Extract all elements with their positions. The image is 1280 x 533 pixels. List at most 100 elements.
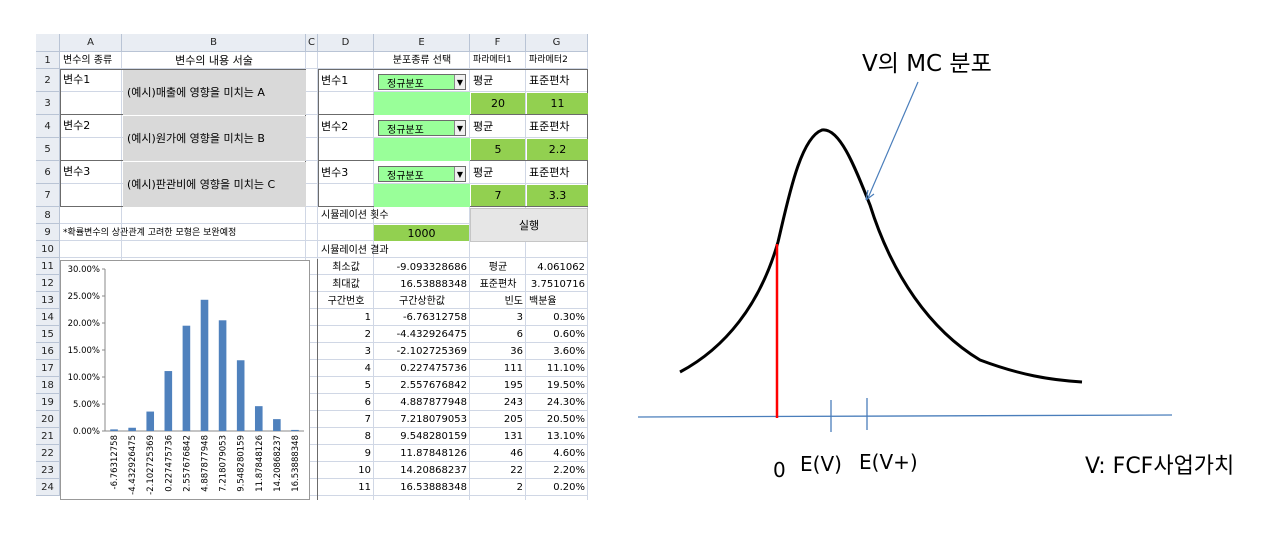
row-header-7[interactable]: 7 — [36, 184, 60, 207]
cell-b1[interactable]: 변수의 내용 서술 — [175, 54, 253, 67]
row-header-20[interactable]: 20 — [36, 411, 60, 428]
row-header-16[interactable]: 16 — [36, 343, 60, 360]
table-cell[interactable]: -2.102725369 — [396, 345, 467, 357]
stat-min-value[interactable]: -9.093328686 — [396, 261, 467, 273]
dropdown-arrow-icon[interactable]: ▼ — [454, 121, 465, 135]
table-cell[interactable]: 243 — [503, 396, 523, 408]
dropdown-arrow-icon[interactable]: ▼ — [454, 167, 465, 181]
row-header-23[interactable]: 23 — [36, 462, 60, 479]
table-cell[interactable]: 46 — [510, 447, 523, 459]
table-cell[interactable]: -6.76312758 — [402, 311, 467, 323]
dropdown-arrow-icon[interactable]: ▼ — [454, 75, 465, 89]
table-cell[interactable]: 9.548280159 — [400, 430, 467, 442]
stat-mean-value[interactable]: 4.061062 — [537, 261, 585, 273]
cell-e7[interactable] — [374, 184, 470, 207]
table-cell[interactable]: 3 — [516, 311, 523, 323]
row-header-11[interactable]: 11 — [36, 258, 60, 275]
cell-g3[interactable]: 11 — [527, 93, 588, 114]
row-header-3[interactable]: 3 — [36, 92, 60, 115]
stat-sd-label[interactable]: 표준편차 — [479, 278, 517, 290]
table-cell[interactable]: 2.20% — [553, 464, 585, 476]
cell-g4[interactable]: 표준편차 — [529, 119, 570, 133]
col-header-f[interactable]: F — [470, 34, 526, 52]
row-header-9[interactable]: 9 — [36, 224, 60, 241]
row-header-22[interactable]: 22 — [36, 445, 60, 462]
row-header-12[interactable]: 12 — [36, 275, 60, 292]
distribution-dropdown-2[interactable]: 정규분포 ▼ — [378, 120, 466, 136]
table-cell[interactable]: 205 — [503, 413, 523, 425]
col-header-b[interactable]: B — [122, 34, 306, 52]
cell-e1[interactable]: 분포종류 선택 — [392, 54, 452, 66]
histogram-bar[interactable] — [218, 320, 227, 431]
cell-a2[interactable]: 변수1 — [63, 73, 91, 86]
cell-g7[interactable]: 3.3 — [527, 185, 588, 206]
histogram-bar[interactable] — [146, 411, 155, 431]
cell-e5[interactable] — [374, 138, 470, 161]
table-cell[interactable]: 4.887877948 — [400, 396, 467, 408]
row-header-10[interactable]: 10 — [36, 241, 60, 258]
cell-f2[interactable]: 평균 — [473, 73, 494, 87]
cell-d4[interactable]: 변수2 — [321, 119, 349, 133]
table-cell[interactable]: 9 — [364, 447, 371, 459]
table-cell[interactable]: 131 — [503, 430, 523, 442]
row-header-19[interactable]: 19 — [36, 394, 60, 411]
row-header-2[interactable]: 2 — [36, 69, 60, 92]
table-cell[interactable]: 0.227475736 — [400, 362, 467, 374]
table-cell[interactable]: 13.10% — [546, 430, 585, 442]
row-header-6[interactable]: 6 — [36, 161, 60, 184]
table-cell[interactable]: 4.60% — [553, 447, 585, 459]
table-cell[interactable]: 2.557676842 — [400, 379, 467, 391]
table-cell[interactable]: 195 — [503, 379, 523, 391]
cell-g5[interactable]: 2.2 — [527, 139, 588, 160]
row-header-8[interactable]: 8 — [36, 207, 60, 224]
table-cell[interactable]: 111 — [503, 362, 523, 374]
row-header-1[interactable]: 1 — [36, 52, 60, 69]
table-cell[interactable]: 0.30% — [553, 311, 585, 323]
histogram-bar[interactable] — [164, 371, 173, 431]
histogram-bar[interactable] — [291, 429, 299, 431]
table-cell[interactable]: 6 — [516, 328, 523, 340]
run-button[interactable]: 실행 — [470, 208, 588, 242]
table-cell[interactable]: 10 — [358, 464, 371, 476]
table-cell[interactable]: 2 — [364, 328, 371, 340]
table-cell[interactable]: 11 — [358, 481, 371, 493]
row-header-14[interactable]: 14 — [36, 309, 60, 326]
table-cell[interactable]: 16.53888348 — [400, 481, 467, 493]
table-cell[interactable]: 2 — [516, 481, 523, 493]
row-header-18[interactable]: 18 — [36, 377, 60, 394]
distribution-dropdown-1[interactable]: 정규분포 ▼ — [378, 74, 466, 90]
stat-mean-label[interactable]: 평균 — [488, 261, 508, 273]
table-cell[interactable]: 7.218079053 — [400, 413, 467, 425]
histogram-chart[interactable]: 30.00% 25.00% 20.00% 15.00% 10.00% 5.00% 0.00%… — [60, 260, 310, 500]
table-cell[interactable]: 1 — [364, 311, 371, 323]
cell-f5[interactable]: 5 — [471, 139, 525, 160]
histogram-bar[interactable] — [254, 406, 263, 431]
col-header-e[interactable]: E — [374, 34, 470, 52]
cell-e3[interactable] — [374, 92, 470, 115]
table-cell[interactable]: 11.10% — [546, 362, 585, 374]
cell-f3[interactable]: 20 — [471, 93, 525, 114]
table-cell[interactable]: 8 — [364, 430, 371, 442]
cell-a6[interactable]: 변수3 — [63, 165, 91, 178]
cell-f7[interactable]: 7 — [471, 185, 525, 206]
table-header-freq[interactable]: 빈도 — [504, 295, 523, 307]
table-cell[interactable]: 24.30% — [546, 396, 585, 408]
cell-a4[interactable]: 변수2 — [63, 119, 91, 132]
col-header-g[interactable]: G — [526, 34, 588, 52]
cell-b6-description[interactable]: (예시)판관비에 영향을 미치는 C — [123, 162, 306, 207]
table-cell[interactable]: 0.20% — [553, 481, 585, 493]
histogram-bar[interactable] — [200, 299, 209, 431]
table-cell[interactable]: 5 — [364, 379, 371, 391]
distribution-dropdown-3[interactable]: 정규분포 ▼ — [378, 166, 466, 182]
table-header-pct[interactable]: 백분율 — [529, 295, 557, 307]
table-cell[interactable]: 4 — [364, 362, 371, 374]
cell-g1[interactable]: 파라메터2 — [529, 55, 568, 65]
histogram-bar[interactable] — [110, 429, 118, 431]
table-cell[interactable]: 7 — [364, 413, 371, 425]
cell-b2-description[interactable]: (예시)매출에 영향을 미치는 A — [123, 70, 306, 115]
histogram-bar[interactable] — [273, 419, 281, 431]
col-header-c[interactable]: C — [306, 34, 318, 52]
table-cell[interactable]: 14.20868237 — [400, 464, 467, 476]
row-header-13[interactable]: 13 — [36, 292, 60, 309]
row-header-17[interactable]: 17 — [36, 360, 60, 377]
